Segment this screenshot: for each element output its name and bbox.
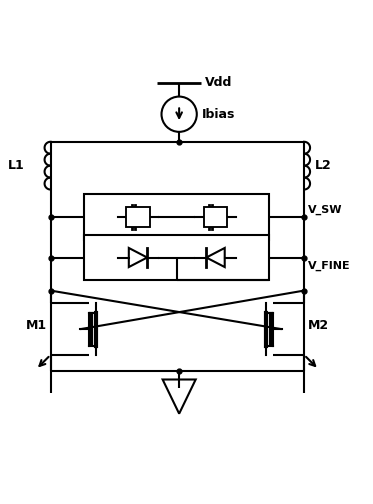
Text: L2: L2: [315, 159, 332, 172]
Text: M2: M2: [308, 319, 329, 332]
Text: V_SW: V_SW: [308, 205, 342, 215]
Text: Vdd: Vdd: [205, 77, 232, 90]
Bar: [84, 195, 269, 240]
Text: V_FINE: V_FINE: [308, 261, 350, 272]
Bar: [84, 235, 269, 280]
Text: Ibias: Ibias: [202, 108, 236, 121]
Text: L1: L1: [8, 159, 25, 172]
Bar: [204, 207, 227, 227]
Text: M1: M1: [26, 319, 47, 332]
Bar: [126, 207, 150, 227]
